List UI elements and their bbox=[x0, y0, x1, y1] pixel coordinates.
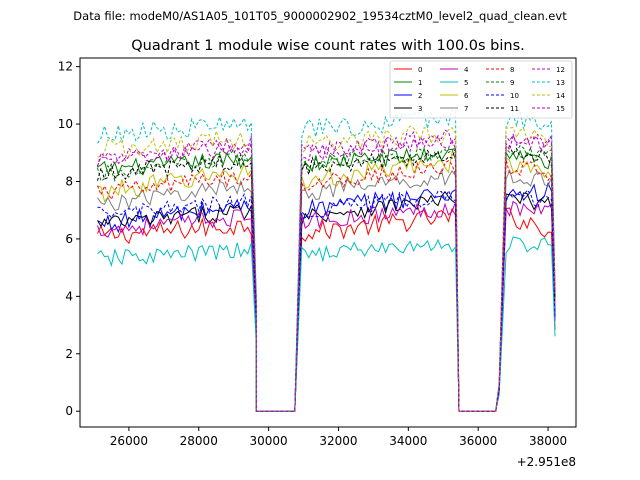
series-line-2 bbox=[97, 181, 556, 412]
x-tick-label: 38000 bbox=[529, 434, 567, 448]
legend-label-7: 7 bbox=[464, 105, 468, 113]
series-line-12 bbox=[97, 129, 556, 412]
x-tick-label: 28000 bbox=[180, 434, 218, 448]
chart-title: Quadrant 1 module wise count rates with … bbox=[131, 38, 525, 54]
series-line-15 bbox=[97, 133, 556, 412]
x-tick-label: 32000 bbox=[319, 434, 357, 448]
y-tick-label: 2 bbox=[65, 347, 73, 361]
x-tick-label: 26000 bbox=[110, 434, 148, 448]
x-offset-label: +2.951e8 bbox=[517, 455, 576, 469]
series-line-10 bbox=[97, 189, 556, 412]
y-axis: 0 2 4 6 8 10 12 bbox=[58, 60, 80, 418]
series-layer bbox=[97, 109, 556, 412]
legend-label-4: 4 bbox=[464, 66, 469, 74]
series-line-11 bbox=[97, 145, 556, 412]
series-line-6 bbox=[97, 151, 556, 412]
series-line-13 bbox=[97, 109, 556, 412]
x-axis: 26000 28000 30000 32000 34000 36000 38000 bbox=[110, 427, 567, 448]
legend-label-14: 14 bbox=[556, 92, 565, 100]
y-tick-label: 0 bbox=[65, 404, 73, 418]
y-tick-label: 12 bbox=[58, 60, 73, 74]
legend-label-9: 9 bbox=[510, 79, 514, 87]
legend-label-8: 8 bbox=[510, 66, 514, 74]
y-tick-label: 8 bbox=[65, 174, 73, 188]
legend-label-2: 2 bbox=[418, 92, 422, 100]
series-line-1 bbox=[97, 146, 556, 412]
y-tick-label: 6 bbox=[65, 232, 73, 246]
series-line-7 bbox=[97, 168, 556, 412]
series-line-0 bbox=[97, 207, 556, 412]
series-line-5 bbox=[97, 236, 556, 412]
y-tick-label: 4 bbox=[65, 289, 73, 303]
series-line-14 bbox=[97, 125, 556, 412]
legend-label-15: 15 bbox=[556, 105, 565, 113]
series-line-9 bbox=[97, 144, 556, 412]
series-line-8 bbox=[97, 159, 556, 412]
series-line-3 bbox=[97, 190, 556, 412]
figure-suptitle: Data file: modeM0/AS1A05_101T05_90000029… bbox=[73, 9, 567, 23]
legend-box bbox=[389, 60, 573, 119]
legend-label-10: 10 bbox=[510, 92, 519, 100]
legend-label-3: 3 bbox=[418, 105, 422, 113]
legend-label-13: 13 bbox=[556, 79, 565, 87]
x-tick-label: 30000 bbox=[250, 434, 288, 448]
legend-label-11: 11 bbox=[510, 105, 519, 113]
plot-frame bbox=[79, 57, 577, 428]
legend-label-1: 1 bbox=[418, 79, 422, 87]
y-tick-label: 10 bbox=[58, 117, 73, 131]
x-tick-label: 36000 bbox=[459, 434, 497, 448]
legend-label-12: 12 bbox=[556, 66, 565, 74]
x-tick-label: 34000 bbox=[389, 434, 427, 448]
legend-label-0: 0 bbox=[418, 66, 422, 74]
legend-label-6: 6 bbox=[464, 92, 469, 100]
legend-label-5: 5 bbox=[464, 79, 468, 87]
